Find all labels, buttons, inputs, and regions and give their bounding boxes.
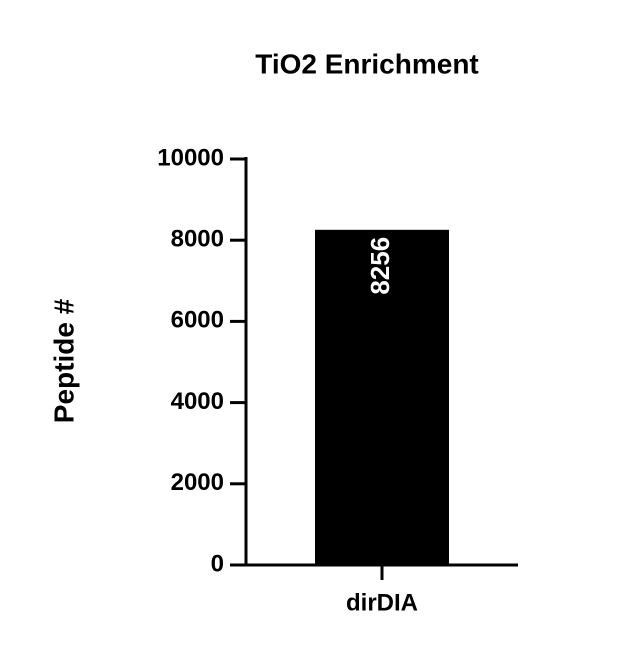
y-axis-label: Peptide # — [48, 298, 79, 423]
chart-title: TiO2 Enrichment — [255, 48, 479, 79]
data-label: 8256 — [365, 237, 395, 295]
y-tick-label: 8000 — [171, 226, 224, 253]
y-tick-label: 2000 — [171, 469, 224, 496]
bar — [315, 229, 449, 565]
y-tick-label: 6000 — [171, 307, 224, 334]
y-tick-label: 0 — [211, 550, 224, 577]
y-tick-label: 10000 — [157, 144, 224, 171]
x-tick-label: dirDIA — [346, 589, 418, 616]
y-tick-label: 4000 — [171, 388, 224, 415]
